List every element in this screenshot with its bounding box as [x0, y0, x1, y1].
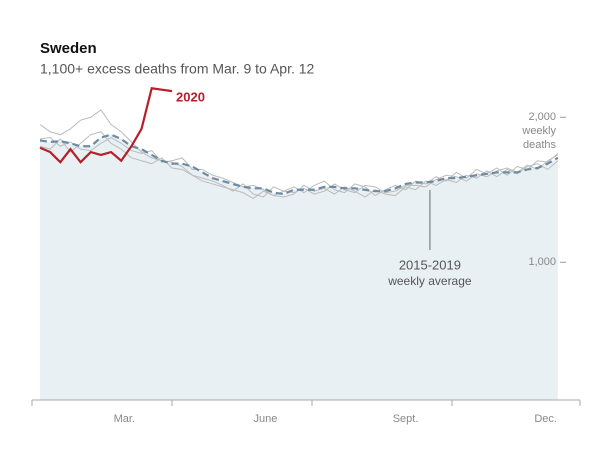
chart-subtitle: 1,100+ excess deaths from Mar. 9 to Apr.… — [40, 61, 315, 77]
annotation: 2015-2019 — [399, 257, 461, 272]
series-line — [39, 87, 173, 164]
y-tick-label: 2,000 — [528, 111, 556, 123]
series-label: 2020 — [176, 90, 205, 105]
y-axis-label: deaths — [523, 139, 557, 151]
x-tick-label: June — [253, 413, 277, 425]
series-line — [39, 133, 559, 196]
x-tick-label: Mar. — [114, 413, 135, 425]
annotation: weekly average — [387, 274, 472, 288]
y-axis-label: weekly — [521, 125, 556, 137]
x-tick-label: Sept. — [393, 413, 419, 425]
y-tick-label: 1,000 — [528, 256, 556, 268]
chart-title: Sweden — [40, 40, 97, 57]
area — [40, 134, 558, 400]
x-tick-label: Dec. — [534, 413, 557, 425]
